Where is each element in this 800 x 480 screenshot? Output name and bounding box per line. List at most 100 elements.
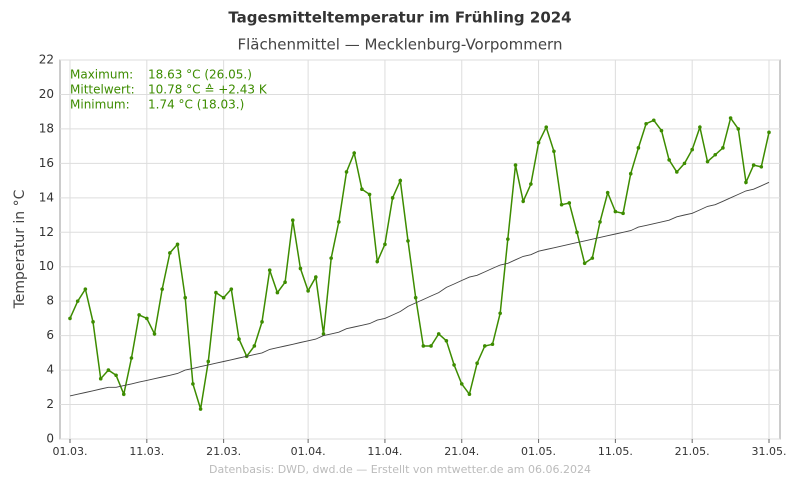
annotation-value: 10.78 °C ≙ +2.43 K — [148, 83, 268, 97]
data-point — [651, 118, 656, 123]
data-point — [290, 218, 295, 223]
data-point — [521, 199, 525, 204]
data-point — [498, 311, 502, 316]
x-tick-label: 21.05. — [675, 445, 710, 458]
data-point — [444, 339, 449, 343]
data-point — [214, 290, 218, 295]
annotation-value: 1.74 °C (18.03.) — [148, 98, 244, 112]
data-point — [221, 295, 226, 300]
x-tick-label: 21.03. — [206, 445, 241, 458]
data-point — [321, 332, 326, 336]
data-point — [506, 237, 510, 241]
data-point — [68, 316, 72, 321]
y-tick-label: 4 — [46, 363, 54, 377]
data-point — [344, 170, 349, 174]
annotation-label: Mittelwert: — [70, 83, 135, 97]
data-point — [559, 202, 564, 207]
data-point — [121, 392, 126, 397]
data-point — [75, 299, 80, 303]
x-tick-label: 01.03. — [53, 445, 88, 458]
data-point — [229, 287, 234, 291]
y-tick-label: 14 — [39, 190, 54, 204]
data-point — [721, 146, 725, 150]
data-point — [260, 320, 264, 324]
data-point — [160, 287, 164, 291]
data-point — [529, 182, 533, 186]
data-point — [475, 361, 479, 366]
data-point — [183, 295, 188, 300]
y-tick-label: 8 — [46, 294, 54, 308]
annotation-value: 18.63 °C (26.05.) — [148, 68, 252, 82]
data-point — [713, 152, 718, 157]
y-tick-label: 6 — [46, 328, 54, 342]
x-tick-label: 21.04. — [444, 445, 479, 458]
data-point — [628, 171, 633, 176]
data-point — [191, 382, 195, 386]
plot-area — [59, 59, 781, 440]
data-point — [675, 170, 679, 174]
data-point — [513, 163, 518, 167]
data-point — [636, 146, 641, 150]
data-point — [490, 342, 495, 347]
data-point — [106, 368, 111, 372]
data-point — [705, 159, 710, 164]
data-point — [413, 295, 418, 300]
data-point — [605, 190, 610, 195]
data-point — [367, 192, 372, 197]
y-tick-label: 16 — [39, 156, 54, 170]
data-point — [429, 344, 433, 348]
data-point — [283, 280, 287, 285]
data-point — [298, 266, 303, 271]
data-point — [129, 356, 134, 360]
data-point — [98, 376, 103, 381]
data-point — [83, 287, 88, 291]
data-point — [682, 161, 687, 166]
x-tick-label: 11.03. — [129, 445, 164, 458]
data-point — [736, 127, 741, 131]
data-point — [598, 220, 602, 224]
data-point — [275, 290, 280, 295]
data-point — [751, 163, 756, 167]
data-point — [659, 128, 664, 133]
data-point — [152, 332, 157, 336]
y-tick-label: 18 — [39, 121, 54, 135]
data-point — [759, 165, 764, 169]
data-point — [698, 125, 702, 129]
data-point — [352, 151, 357, 155]
chart-title: Tagesmitteltemperatur im Frühling 2024 — [228, 9, 571, 27]
data-point — [360, 187, 364, 192]
data-point — [436, 332, 441, 336]
data-point — [383, 242, 387, 247]
annotation-label: Maximum: — [70, 68, 133, 82]
data-point — [728, 116, 733, 120]
data-point — [252, 344, 257, 348]
x-tick-label: 01.04. — [291, 445, 326, 458]
data-point — [536, 140, 541, 145]
data-point — [237, 337, 241, 341]
data-point — [744, 180, 748, 185]
y-tick-label: 0 — [46, 432, 54, 446]
y-tick-label: 20 — [39, 87, 54, 101]
data-point — [314, 275, 318, 279]
data-point — [544, 125, 549, 129]
x-tick-label: 01.05. — [521, 445, 556, 458]
data-point — [375, 259, 380, 264]
y-axis-label: Temperatur in °C — [12, 189, 28, 309]
data-point — [575, 230, 579, 235]
data-point — [145, 316, 149, 321]
chart-subtitle: Flächenmittel — Mecklenburg-Vorpommern — [238, 36, 563, 54]
data-point — [621, 211, 625, 216]
x-tick-label: 31.05. — [752, 445, 787, 458]
y-tick-label: 22 — [39, 53, 54, 67]
data-point — [267, 268, 272, 272]
data-point — [590, 256, 595, 260]
data-point — [306, 289, 310, 293]
data-point — [168, 251, 172, 255]
y-tick-label: 10 — [39, 259, 54, 273]
x-tick-label: 11.04. — [367, 445, 402, 458]
data-point — [329, 256, 333, 260]
y-tick-label: 12 — [39, 225, 54, 239]
data-point — [582, 261, 587, 266]
data-point — [421, 344, 426, 348]
